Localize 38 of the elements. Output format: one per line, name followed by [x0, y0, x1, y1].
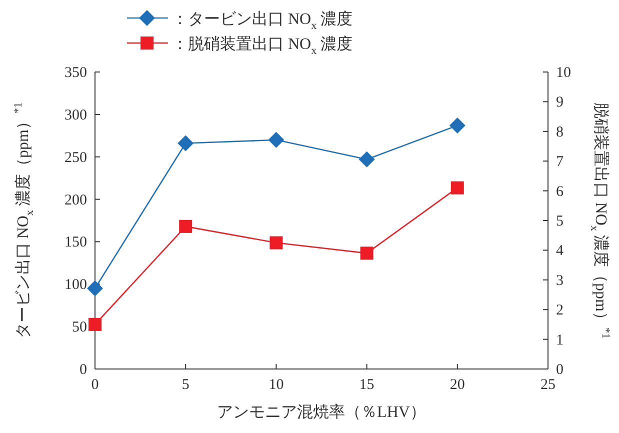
point	[87, 280, 103, 296]
y2-tick-label: 3	[556, 272, 564, 289]
x-axis-title: アンモニア混焼率（％LHV）	[217, 403, 426, 421]
point	[178, 135, 194, 152]
point	[360, 246, 374, 260]
y-tick-label: 300	[64, 107, 87, 124]
x-tick-label: 20	[450, 377, 465, 393]
y-tick-label: 150	[64, 234, 87, 251]
y-tick-label: 350	[64, 65, 87, 81]
point	[268, 132, 284, 148]
y2-tick-label: 8	[556, 124, 564, 140]
y2-tick-label: 5	[556, 214, 564, 230]
y2-tick-label: 7	[556, 154, 564, 170]
y2-tick-label: 2	[556, 302, 564, 319]
point	[450, 181, 464, 194]
x-tick-label: 0	[91, 377, 99, 393]
point	[449, 117, 466, 134]
point	[270, 236, 283, 250]
y2-tick-label: 9	[556, 94, 564, 111]
y-tick-label: 50	[72, 320, 87, 336]
y2-tick-label: 1	[556, 332, 564, 348]
legend-label: ：タービン出口 NO$_{x}$ 濃度	[172, 10, 353, 32]
x-tick-label: 10	[268, 377, 284, 393]
y2-tick-label: 0	[556, 362, 564, 378]
y-tick-label: 200	[64, 192, 87, 208]
point	[358, 151, 375, 168]
y2-tick-label: 6	[556, 184, 564, 200]
x-tick-label: 15	[359, 377, 374, 393]
y2-tick-label: 10	[556, 65, 571, 81]
y-tick-label: 100	[64, 277, 87, 294]
point	[179, 220, 192, 233]
point	[88, 318, 102, 331]
legend-label: ：脱硝装置出口 NO$_{x}$ 濃度	[172, 35, 353, 57]
y2-tick-label: 4	[556, 243, 564, 260]
x-tick-label: 25	[540, 377, 556, 393]
x-tick-label: 5	[182, 377, 190, 393]
y-tick-label: 0	[80, 362, 87, 378]
y-tick-label: 250	[64, 150, 87, 166]
